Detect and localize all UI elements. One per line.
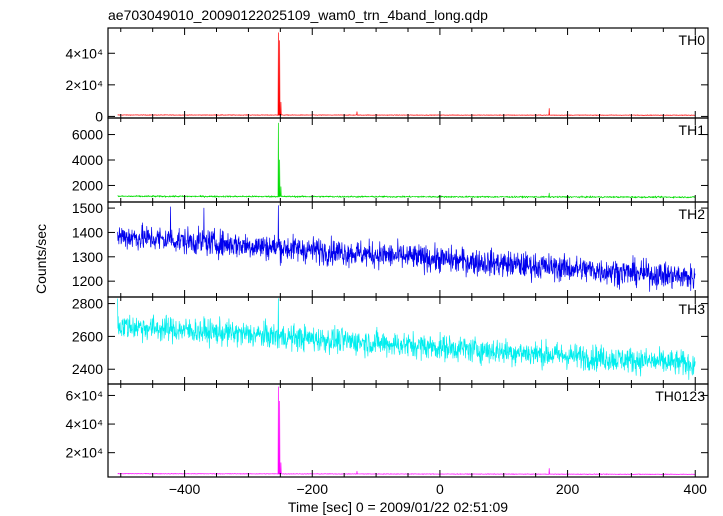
- panel-stack: 0 2×10⁴ 4×10⁴ TH0 2000 4000 6000 TH1 1200 1300 140…: [65, 27, 709, 478]
- panel-th3: 2400 2600 2800 TH3: [72, 296, 709, 385]
- series-line-th3: [117, 298, 696, 381]
- panel-th0123: 2×10⁴ 4×10⁴ 6×10⁴ TH0123: [65, 383, 709, 478]
- panel-label: TH0: [679, 32, 706, 48]
- panel-th2: 1200 1300 1400 1500 TH2: [72, 200, 709, 298]
- x-tick-label: 0: [436, 481, 444, 497]
- x-axis-label: Time [sec] 0 = 2009/01/22 02:51:09: [288, 499, 508, 515]
- y-tick-label: 2600: [72, 328, 103, 344]
- x-tick-label: −200: [296, 481, 328, 497]
- y-tick-label: 2×10⁴: [65, 445, 103, 461]
- y-tick-label: 4×10⁴: [65, 45, 103, 61]
- y-axis-label: Counts/sec: [33, 224, 49, 294]
- y-tick-label: 2400: [72, 361, 103, 377]
- y-tick-label: 0: [95, 108, 103, 124]
- y-tick-label: 2×10⁴: [65, 77, 103, 93]
- panel-label: TH1: [679, 122, 706, 138]
- series-line-th0123: [117, 386, 696, 475]
- panel-label: TH3: [679, 301, 706, 317]
- y-tick-label: 1200: [72, 273, 103, 289]
- y-tick-label: 1300: [72, 249, 103, 265]
- panel-th0: 0 2×10⁴ 4×10⁴ TH0: [65, 27, 709, 124]
- x-tick-label: −400: [169, 481, 201, 497]
- panel-th1: 2000 4000 6000 TH1: [72, 117, 709, 203]
- panel-label: TH0123: [655, 388, 705, 404]
- x-axis: −400 −200 0 200 400: [169, 481, 707, 497]
- y-tick-label: 6×10⁴: [65, 387, 103, 403]
- x-tick-label: 200: [556, 481, 580, 497]
- x-tick-label: 400: [684, 481, 708, 497]
- chart-title: ae703049010_20090122025109_wam0_trn_4ban…: [108, 7, 488, 23]
- y-tick-label: 1400: [72, 224, 103, 240]
- series-line-th1: [117, 122, 696, 199]
- panel-frame: [107, 117, 709, 203]
- panel-frame: [107, 27, 709, 119]
- y-tick-label: 4000: [72, 152, 103, 168]
- panel-label: TH2: [679, 206, 706, 222]
- y-tick-label: 2800: [72, 296, 103, 312]
- panel-frame: [107, 383, 709, 478]
- y-tick-label: 1500: [72, 200, 103, 216]
- y-tick-label: 4×10⁴: [65, 416, 103, 432]
- series-line-th0: [117, 32, 696, 116]
- y-tick-label: 6000: [72, 127, 103, 143]
- y-tick-label: 2000: [72, 177, 103, 193]
- series-line-th2: [117, 205, 696, 292]
